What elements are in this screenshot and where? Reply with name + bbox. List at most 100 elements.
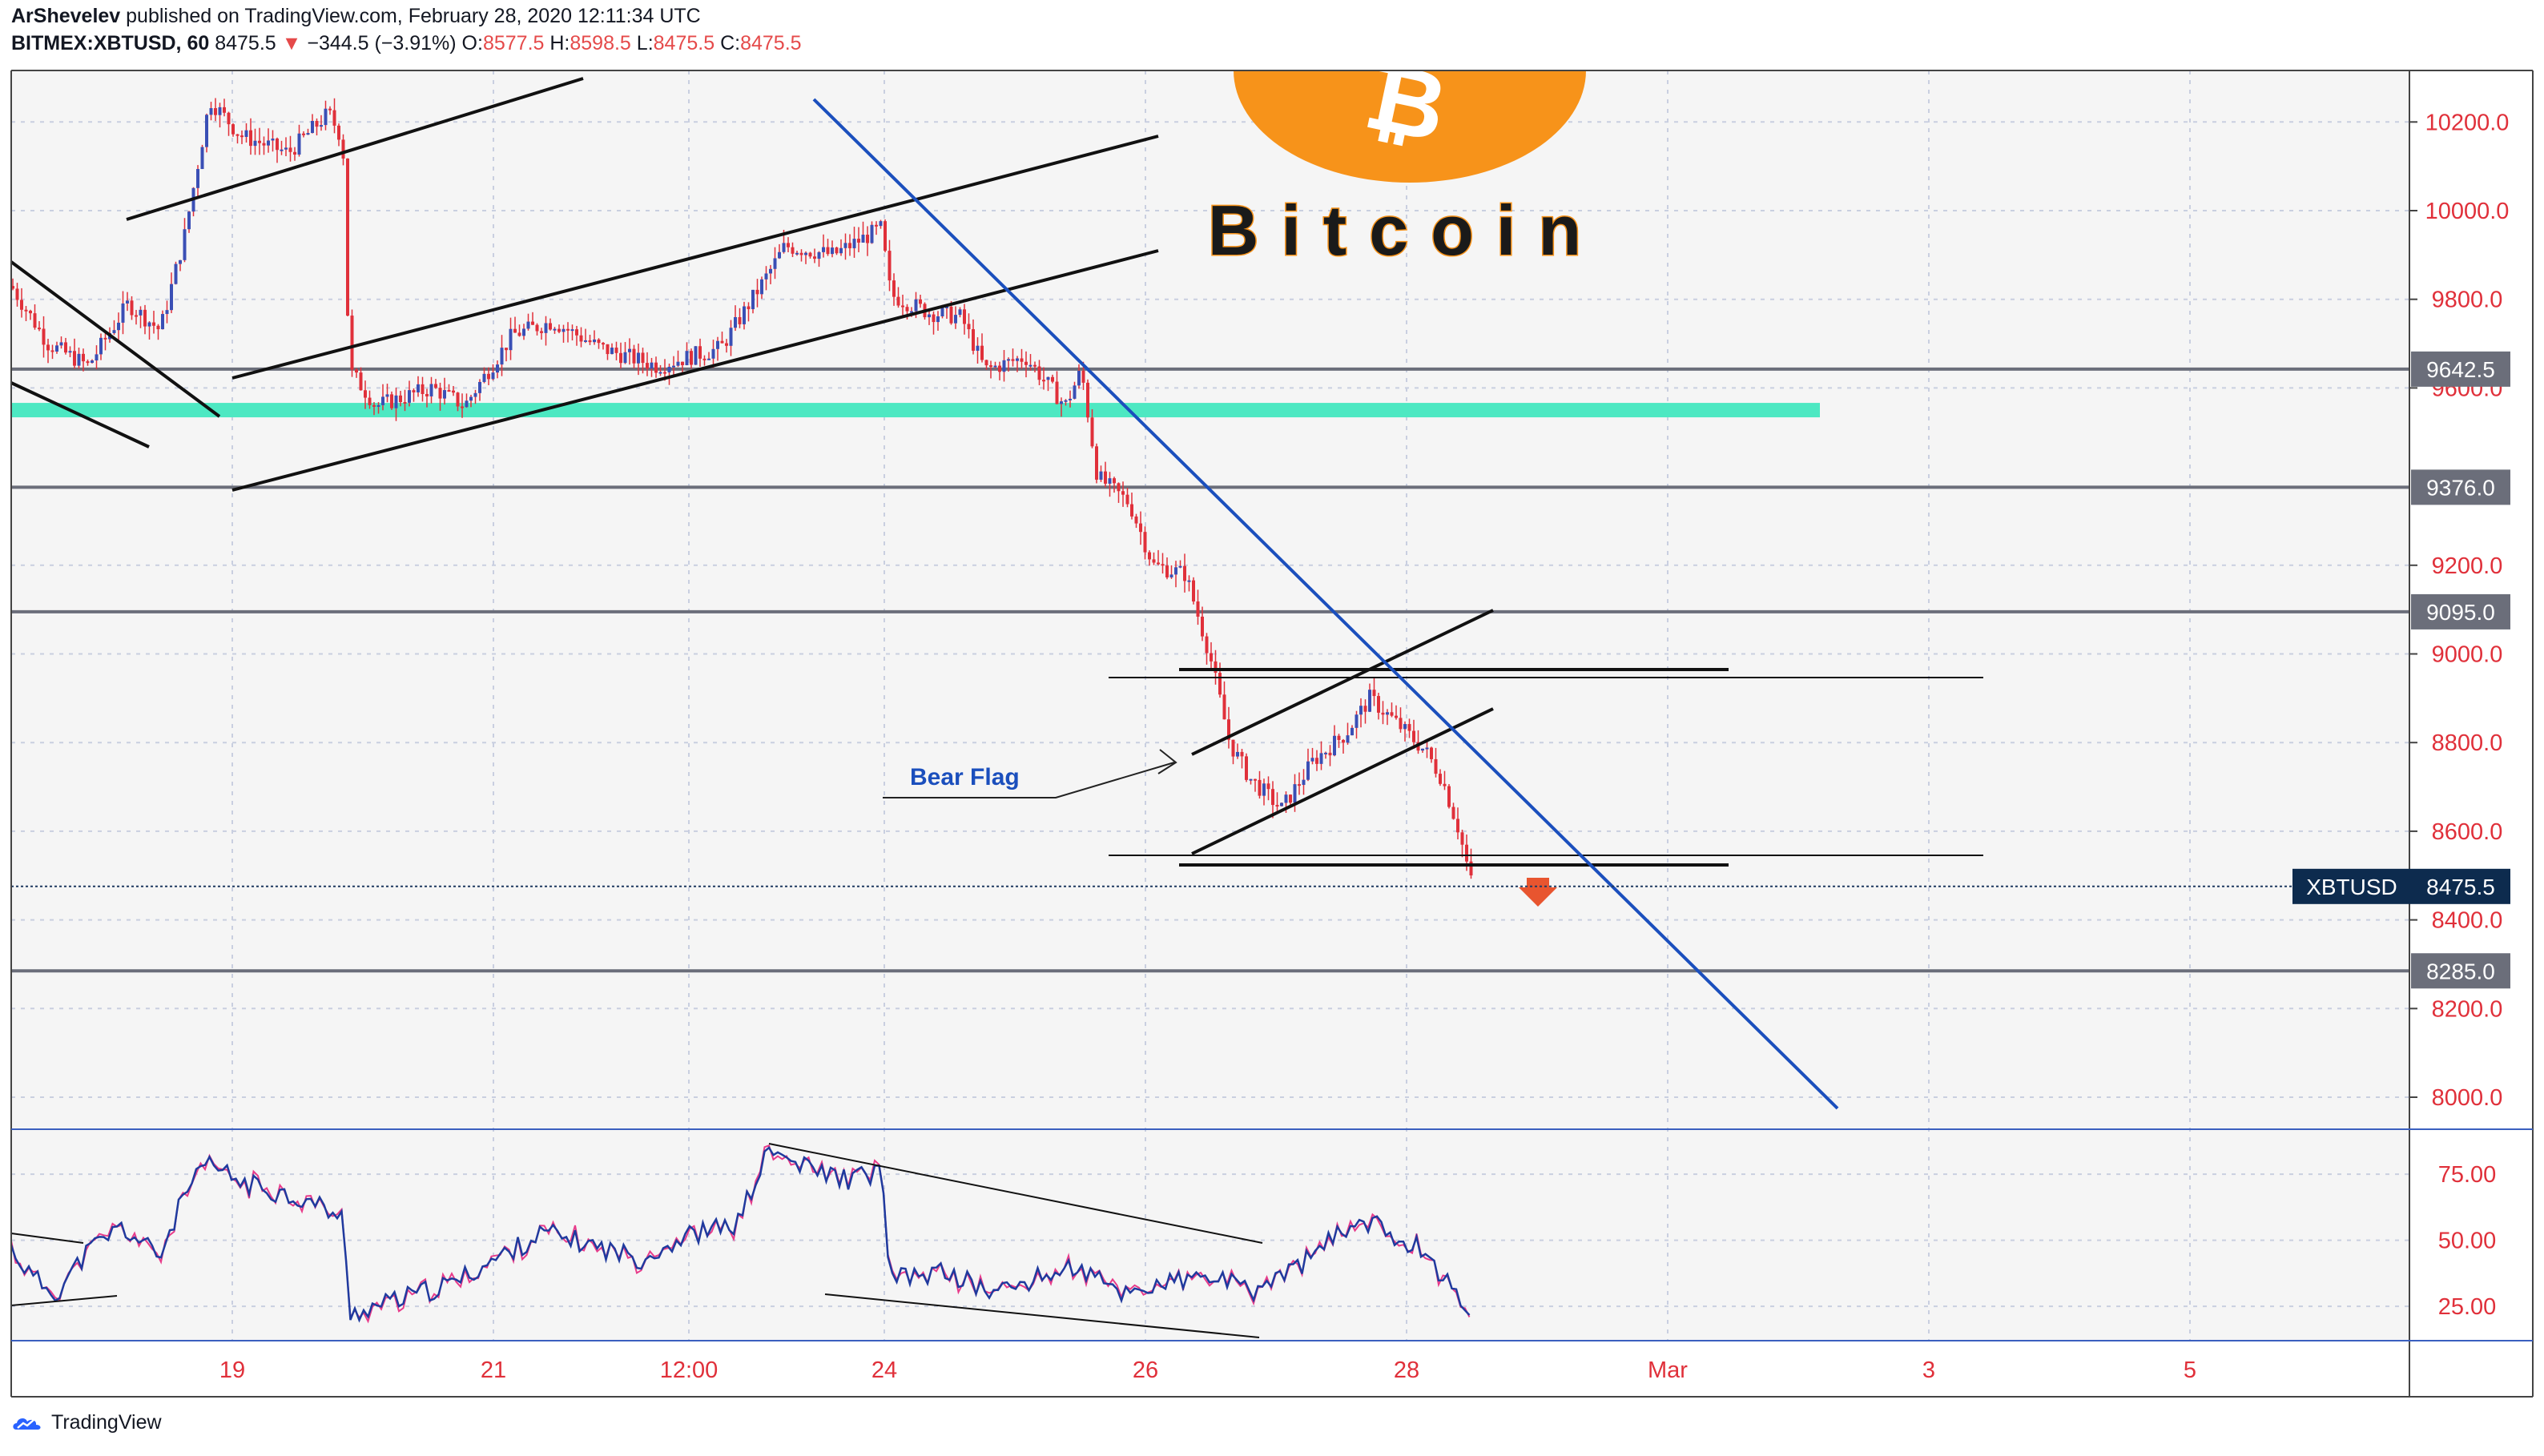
channel-line-left-upper[interactable] xyxy=(10,260,221,418)
rsi-trendlines[interactable] xyxy=(10,1143,1263,1338)
y-tick-label: 10000.0 xyxy=(2425,199,2510,224)
candle-body xyxy=(297,133,301,155)
candle-body xyxy=(641,352,645,364)
candle-body xyxy=(267,140,270,146)
candle-body xyxy=(1143,532,1147,553)
candle-body xyxy=(1289,794,1292,803)
candle-body xyxy=(773,258,777,269)
candle-body xyxy=(1275,805,1279,807)
range-lines-thin[interactable] xyxy=(1109,677,1983,856)
candle-body xyxy=(77,353,81,366)
candle-body xyxy=(95,354,99,361)
x-tick-label: Mar xyxy=(1648,1357,1688,1383)
bear-flag-label[interactable]: Bear Flag xyxy=(910,764,1020,790)
candle-body xyxy=(544,323,548,333)
candle-body xyxy=(1372,690,1376,697)
bear-flag-lower[interactable] xyxy=(1191,707,1494,855)
candle-body xyxy=(1439,774,1442,784)
candle-body xyxy=(1390,712,1394,716)
candle-body xyxy=(681,361,684,365)
rsi-axis[interactable]: 75.00 50.00 25.00 xyxy=(2438,1162,2497,1320)
y-tick-label: 9800.0 xyxy=(2432,288,2503,313)
author-name[interactable]: ArShevelev xyxy=(11,5,121,27)
candle-body xyxy=(478,381,481,393)
candle-body xyxy=(1011,359,1015,361)
candle-body xyxy=(857,239,860,243)
level-tag-bg xyxy=(2411,469,2510,505)
candle-body xyxy=(517,332,521,336)
candle-body xyxy=(293,151,296,155)
candle-body xyxy=(130,300,134,316)
rising-channel-lower[interactable] xyxy=(231,249,1159,492)
rsi-divergence-lower[interactable] xyxy=(824,1293,1260,1338)
rsi-line-left-upper[interactable] xyxy=(10,1233,84,1244)
candle-body xyxy=(1359,706,1363,715)
candle-body xyxy=(280,149,284,151)
candle-body xyxy=(958,309,962,316)
bear-flag-arrow[interactable] xyxy=(883,762,1175,798)
footer-brand[interactable]: TradingView xyxy=(11,1411,162,1434)
bear-flag-upper[interactable] xyxy=(1191,609,1494,756)
candle-body xyxy=(55,345,58,352)
channel-lines[interactable] xyxy=(10,77,1729,867)
time-axis[interactable]: 19 21 12:00 24 26 28 Mar 3 5 xyxy=(219,1357,2196,1383)
price-pane[interactable] xyxy=(11,70,2409,1129)
candle-body xyxy=(29,311,32,314)
candle-body xyxy=(364,390,367,398)
candle-body xyxy=(1310,758,1314,762)
candle-body xyxy=(284,147,288,150)
candle-body xyxy=(24,309,28,312)
candle-body xyxy=(482,373,486,382)
last-symbol-bg xyxy=(2292,868,2411,904)
candle-body xyxy=(1407,724,1411,731)
candle-body xyxy=(940,308,944,317)
candle-body xyxy=(566,328,570,331)
candle-body xyxy=(875,224,878,227)
rsi-line[interactable] xyxy=(10,1146,1471,1323)
candle-body xyxy=(1456,818,1459,833)
level-tag-bg xyxy=(2411,593,2510,629)
x-tick-label: 28 xyxy=(1394,1357,1419,1383)
price-axis[interactable]: 10200.010000.09800.09600.09200.09000.088… xyxy=(2409,110,2509,1111)
candlestick-series[interactable] xyxy=(11,98,1473,879)
candle-body xyxy=(870,224,874,243)
rsi-pane[interactable] xyxy=(11,1129,2409,1341)
candle-body xyxy=(932,314,936,323)
symbol-label[interactable]: BITMEX:XBTUSD, 60 xyxy=(11,32,210,54)
candle-body xyxy=(896,296,900,306)
candle-body xyxy=(1187,580,1191,582)
candle-body xyxy=(813,256,816,259)
descending-trendline[interactable] xyxy=(812,98,1839,1110)
channel-line-top[interactable] xyxy=(126,77,584,221)
rsi-divergence-upper[interactable] xyxy=(768,1143,1263,1244)
candle-body xyxy=(200,147,204,170)
channel-line-left-lower[interactable] xyxy=(10,381,150,448)
open-value: 8577.5 xyxy=(482,32,545,54)
candle-body xyxy=(1337,735,1341,740)
rsi-series[interactable] xyxy=(10,1144,1471,1324)
candle-body xyxy=(1368,690,1371,712)
candle-body xyxy=(690,351,693,365)
high-label: H: xyxy=(549,32,570,54)
rising-channel-upper[interactable] xyxy=(231,135,1159,380)
tradingview-label: TradingView xyxy=(51,1411,162,1434)
candle-body xyxy=(1086,382,1089,418)
published-text: published on TradingView.com, February 2… xyxy=(126,5,701,27)
candle-body xyxy=(240,135,244,138)
candle-body xyxy=(355,369,358,373)
candle-body xyxy=(1262,783,1266,796)
candle-body xyxy=(743,306,746,324)
close-label: C: xyxy=(720,32,741,54)
candle-body xyxy=(223,107,226,113)
close-value: 8475.5 xyxy=(740,32,802,54)
candle-body xyxy=(1051,376,1054,382)
candle-body xyxy=(496,364,499,373)
candle-body xyxy=(614,348,618,353)
candle-body xyxy=(808,252,812,257)
support-zone-band[interactable] xyxy=(11,403,1820,418)
candle-body xyxy=(452,390,455,393)
candle-body xyxy=(1192,580,1195,601)
candle-body xyxy=(112,330,116,333)
rsi-line-left-lower[interactable] xyxy=(10,1295,118,1306)
